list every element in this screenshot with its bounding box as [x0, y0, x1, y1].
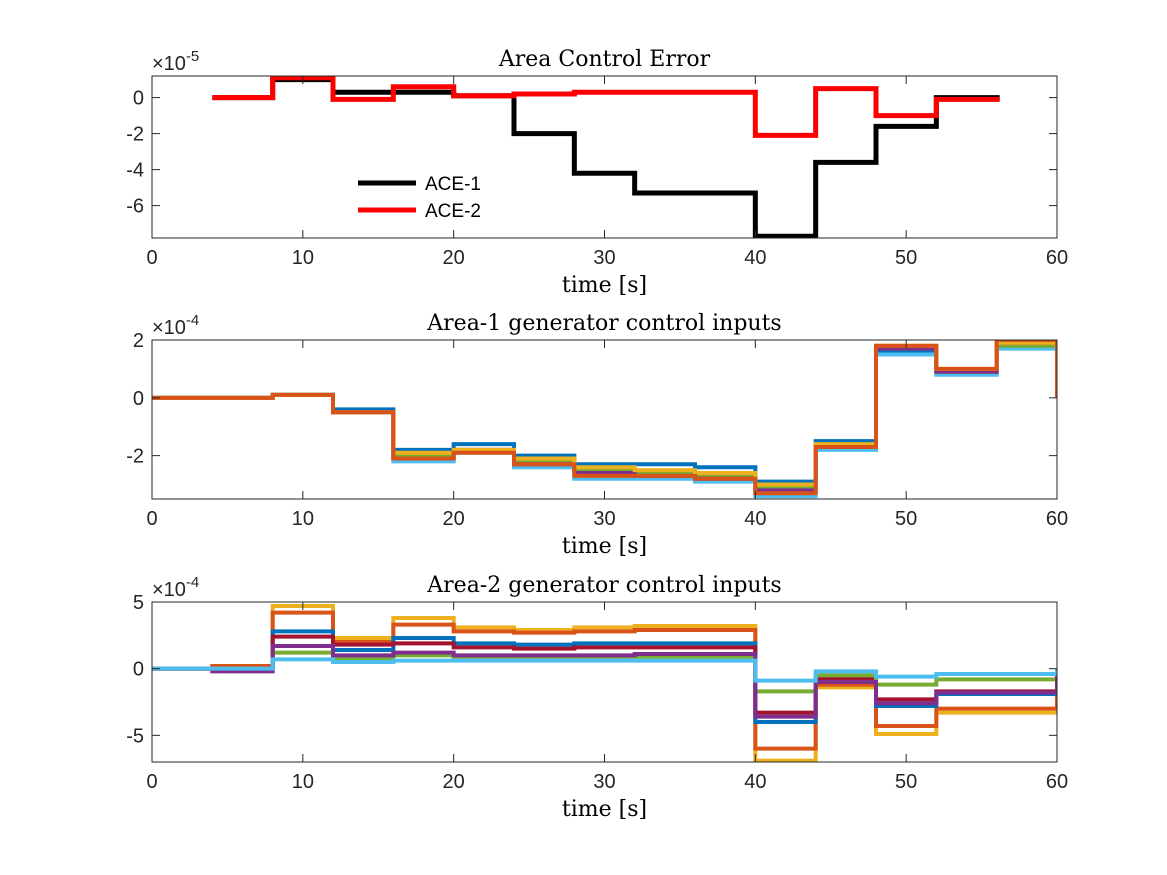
x-tick-label: 0	[146, 771, 157, 793]
x-tick-label: 20	[443, 247, 465, 269]
series-line-6	[152, 340, 1057, 496]
x-tick-label: 30	[593, 771, 615, 793]
x-tick-label: 50	[895, 771, 917, 793]
y-tick-label: -2	[126, 124, 144, 146]
x-axis-label: time [s]	[562, 273, 647, 298]
x-tick-label: 60	[1046, 247, 1068, 269]
series-line-2	[152, 610, 1057, 751]
subplot-1: 0 10 20 30 40 50 60 0 -2 -4 -6 ×10-5 Area Control Er…	[126, 47, 1068, 298]
series-line-ace-1	[212, 77, 1000, 238]
x-tick-label: 40	[744, 508, 766, 530]
x-tick-label: 60	[1046, 508, 1068, 530]
x-tick-label: 60	[1046, 771, 1068, 793]
series-group	[152, 604, 1057, 762]
series-line-1	[152, 343, 1057, 484]
y-exponent-label: ×10-4	[152, 312, 199, 339]
x-tick-label: 30	[593, 508, 615, 530]
y-tick-label: 0	[133, 659, 144, 681]
x-tick-label: 0	[146, 508, 157, 530]
y-tick-label: -4	[126, 160, 144, 182]
x-tick-label: 10	[292, 247, 314, 269]
series-line-6	[152, 644, 1057, 719]
y-exponent-label: ×10-4	[152, 574, 199, 601]
x-tick-label: 0	[146, 247, 157, 269]
chart-title: Area Control Error	[498, 47, 711, 72]
x-tick-label: 10	[292, 771, 314, 793]
x-tick-label: 50	[895, 508, 917, 530]
chart-title: Area-1 generator control inputs	[426, 311, 781, 336]
axes-box	[151, 75, 1058, 239]
x-tick-label: 40	[744, 771, 766, 793]
chart-title: Area-2 generator control inputs	[426, 573, 781, 598]
y-tick-label: 0	[133, 388, 144, 410]
legend: ACE-1 ACE-2	[358, 174, 481, 222]
y-tick-label: 2	[133, 330, 144, 352]
x-tick-label: 30	[593, 247, 615, 269]
x-tick-label: 40	[744, 247, 766, 269]
series-line-1	[152, 604, 1057, 762]
series-group	[212, 76, 1000, 238]
x-axis-label: time [s]	[562, 534, 647, 559]
y-tick-label: 0	[133, 88, 144, 110]
legend-label: ACE-2	[425, 201, 481, 222]
y-tick-label: -5	[126, 725, 144, 747]
x-axis-label: time [s]	[562, 797, 647, 822]
series-line-ace-2	[212, 76, 1000, 138]
y-tick-label: -2	[126, 446, 144, 468]
x-tick-label: 20	[443, 771, 465, 793]
series-line-7	[152, 657, 1057, 683]
y-exponent-label: ×10-5	[152, 48, 199, 75]
series-line-4	[152, 634, 1057, 715]
y-tick-label: 5	[133, 592, 144, 614]
legend-label: ACE-1	[425, 174, 481, 195]
x-tick-label: 10	[292, 508, 314, 530]
x-tick-label: 50	[895, 247, 917, 269]
series-group	[152, 340, 1057, 499]
x-tick-label: 20	[443, 508, 465, 530]
y-tick-label: -6	[126, 196, 144, 218]
